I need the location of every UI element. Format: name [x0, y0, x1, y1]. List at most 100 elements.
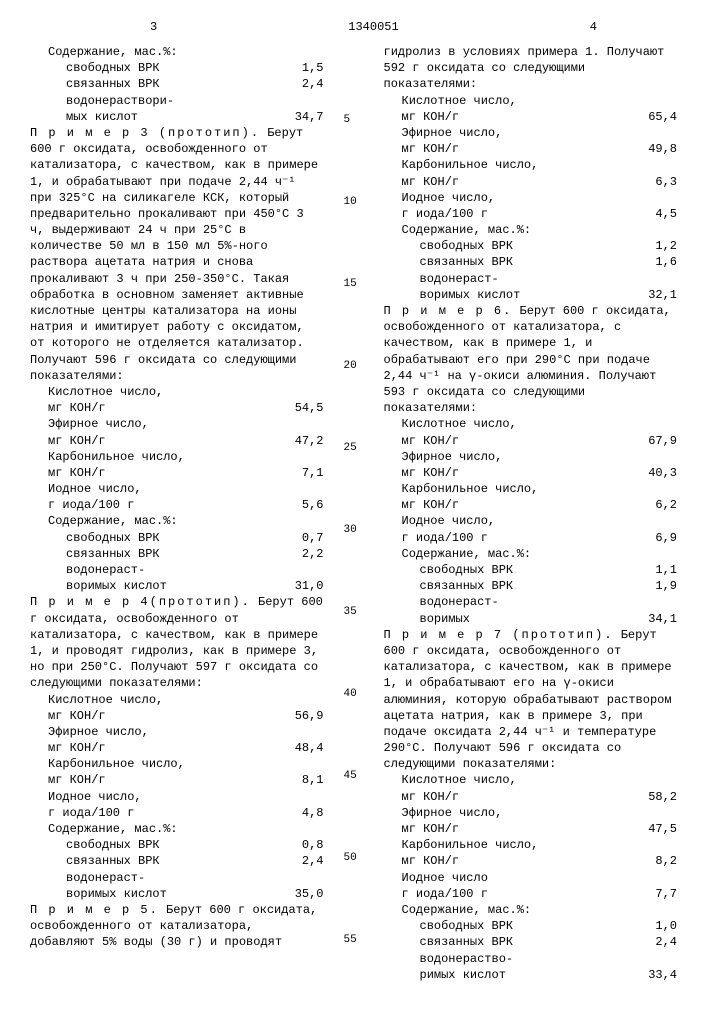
content-row: свободных ВРК1,1: [384, 562, 678, 578]
content-row: римых кислот33,4: [384, 967, 678, 983]
content-item: водонераст-: [66, 562, 284, 578]
metric-value: 7,7: [637, 886, 677, 902]
metric-sub: г иода/100 г: [48, 497, 284, 513]
metric-label: Кислотное число,: [384, 416, 678, 432]
content-row: водонераст-: [384, 271, 678, 287]
content-row: свободных ВРК0,7: [30, 530, 324, 546]
metric-value: 6,3: [637, 174, 677, 190]
metric-label: Иодное число,: [30, 481, 324, 497]
metric-label: Иодное число: [384, 870, 678, 886]
metric-label: Карбонильное число,: [384, 157, 678, 173]
metric-value: 58,2: [637, 789, 677, 805]
metric-sub: мг КОН/г: [48, 772, 284, 788]
metric-sub: мг КОН/г: [48, 400, 284, 416]
metric-row: мг КОН/г8,2: [384, 853, 678, 869]
content-row: связанных ВРК2,4: [384, 934, 678, 950]
intro-text: гидролиз в условиях примера 1. Получают …: [384, 44, 678, 93]
metric-sub: г иода/100 г: [402, 206, 638, 222]
metric-label: Кислотное число,: [30, 384, 324, 400]
content-label: Содержание, мас.%:: [30, 821, 324, 837]
content-value: 1,1: [637, 562, 677, 578]
metric-row: г иода/100 г6,9: [384, 530, 678, 546]
metric-row: мг КОН/г7,1: [30, 465, 324, 481]
metric-value: 47,2: [284, 433, 324, 449]
metric-sub: мг КОН/г: [402, 174, 638, 190]
metric-label: Карбонильное число,: [30, 449, 324, 465]
metric-value: 4,5: [637, 206, 677, 222]
line-numbers: 510152025303540455055: [344, 44, 364, 1016]
content-row: водонераст-: [384, 594, 678, 610]
metric-label: Кислотное число,: [384, 93, 678, 109]
metric-row: мг КОН/г56,9: [30, 708, 324, 724]
line-marker: 40: [344, 688, 364, 770]
patent-page: 3 1340051 4 Содержание, мас.%: свободных…: [0, 0, 707, 1036]
content-row: воримых кислот35,0: [30, 886, 324, 902]
metric-row: г иода/100 г7,7: [384, 886, 678, 902]
metric-sub: мг КОН/г: [402, 433, 638, 449]
content-value: 31,0: [284, 578, 324, 594]
right-column: гидролиз в условиях примера 1. Получают …: [384, 44, 678, 1016]
content-row: мых кислот34,7: [30, 109, 324, 125]
metric-label: Эфирное число,: [384, 449, 678, 465]
metric-label: Карбонильное число,: [384, 481, 678, 497]
metric-row: мг КОН/г48,4: [30, 740, 324, 756]
metric-value: 47,5: [637, 821, 677, 837]
metric-sub: мг КОН/г: [402, 497, 638, 513]
example-5: П р и м е р 5. Берут 600 г оксидата, осв…: [30, 902, 324, 951]
line-marker: 15: [344, 278, 364, 360]
content-item: водонераст-: [420, 594, 638, 610]
content-label: Содержание, мас.%:: [30, 44, 324, 60]
content-item: водонераст-: [66, 870, 284, 886]
example-3: П р и м е р 3 (прототип). Берут 600 г ок…: [30, 125, 324, 384]
content-row: связанных ВРК1,9: [384, 578, 678, 594]
metric-sub: мг КОН/г: [48, 465, 284, 481]
metric-row: г иода/100 г4,8: [30, 805, 324, 821]
left-column: Содержание, мас.%: свободных ВРК1,5связа…: [30, 44, 324, 1016]
content-value: 1,0: [637, 918, 677, 934]
line-marker: 50: [344, 852, 364, 934]
content-item: свободных ВРК: [66, 530, 284, 546]
content-value: 33,4: [637, 967, 677, 983]
metric-sub: мг КОН/г: [48, 708, 284, 724]
metric-label: Кислотное число,: [30, 692, 324, 708]
metric-value: 67,9: [637, 433, 677, 449]
metric-row: мг КОН/г49,8: [384, 141, 678, 157]
content-value: 2,4: [284, 853, 324, 869]
content-row: свободных ВРК0,8: [30, 837, 324, 853]
metric-sub: мг КОН/г: [402, 109, 638, 125]
content-label: Содержание, мас.%:: [384, 222, 678, 238]
line-marker: 25: [344, 442, 364, 524]
content-item: свободных ВРК: [66, 60, 284, 76]
content-row: связанных ВРК2,4: [30, 76, 324, 92]
content-value: 2,4: [284, 76, 324, 92]
content-columns: Содержание, мас.%: свободных ВРК1,5связа…: [30, 44, 677, 1016]
metric-sub: мг КОН/г: [48, 740, 284, 756]
metric-value: 8,2: [637, 853, 677, 869]
metric-label: Эфирное число,: [30, 724, 324, 740]
content-item: свободных ВРК: [420, 562, 638, 578]
content-item: римых кислот: [420, 967, 638, 983]
content-row: воримых кислот31,0: [30, 578, 324, 594]
content-item: связанных ВРК: [420, 254, 638, 270]
metric-label: Эфирное число,: [384, 125, 678, 141]
metric-label: Карбонильное число,: [30, 756, 324, 772]
line-marker: 35: [344, 606, 364, 688]
content-label: Содержание, мас.%:: [384, 902, 678, 918]
metric-value: 65,4: [637, 109, 677, 125]
metric-sub: г иода/100 г: [48, 805, 284, 821]
content-value: 34,7: [284, 109, 324, 125]
content-value: 1,6: [637, 254, 677, 270]
metric-value: 6,2: [637, 497, 677, 513]
content-row: водонераст-: [30, 870, 324, 886]
metric-sub: мг КОН/г: [402, 789, 638, 805]
content-row: свободных ВРК1,5: [30, 60, 324, 76]
content-item: водонераствори-: [66, 93, 284, 109]
metric-sub: мг КОН/г: [402, 821, 638, 837]
header: 3 1340051 4: [30, 20, 677, 34]
content-item: воримых: [420, 611, 638, 627]
metric-sub: мг КОН/г: [402, 465, 638, 481]
line-marker: 55: [344, 934, 364, 1016]
metric-value: 54,5: [284, 400, 324, 416]
metric-row: мг КОН/г67,9: [384, 433, 678, 449]
metric-label: Кислотное число,: [384, 772, 678, 788]
